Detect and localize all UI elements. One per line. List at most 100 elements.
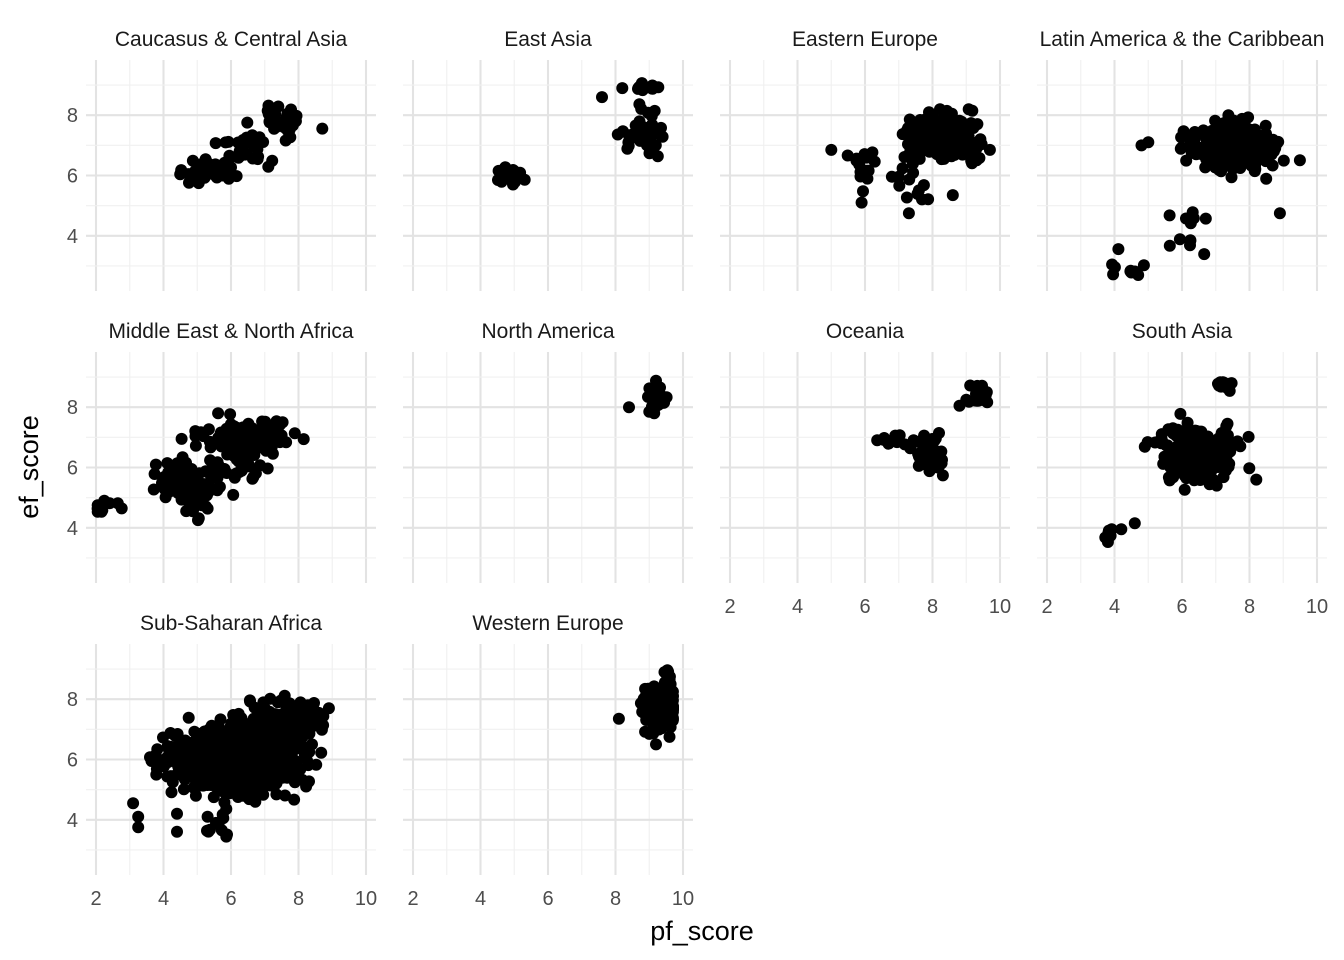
data-point [841, 149, 854, 162]
data-point [1248, 165, 1261, 178]
facet-points [127, 689, 335, 843]
data-point [132, 810, 145, 823]
data-point [214, 777, 227, 790]
data-point [1215, 132, 1228, 145]
data-point [612, 712, 625, 725]
data-point [171, 825, 183, 838]
data-point [1262, 145, 1275, 158]
data-point [308, 717, 321, 730]
data-point [637, 82, 649, 95]
data-point [1293, 154, 1306, 167]
data-point [1178, 483, 1191, 496]
data-point [247, 728, 260, 741]
data-point [871, 434, 884, 447]
data-point [983, 143, 996, 156]
data-point [596, 91, 608, 104]
facet-panel: Middle East & North Africa 4 6 8 [67, 320, 376, 583]
data-point [171, 478, 184, 491]
data-point [262, 737, 275, 750]
data-point [127, 797, 140, 810]
data-point [216, 168, 229, 180]
data-point [262, 99, 275, 112]
data-point [1248, 123, 1261, 136]
data-point [282, 707, 294, 720]
data-point [616, 82, 629, 95]
data-point [147, 483, 160, 496]
data-point [1206, 463, 1218, 476]
facet-points [91, 407, 310, 527]
y-axis-title: ef_score [14, 415, 44, 519]
data-point [230, 446, 243, 459]
data-point [1223, 457, 1236, 470]
data-point [254, 744, 267, 757]
data-point [1184, 235, 1197, 248]
data-point [860, 151, 873, 164]
data-point [1242, 430, 1255, 443]
data-point [290, 755, 303, 768]
facet-points [492, 77, 669, 191]
data-point [902, 207, 915, 220]
x-tick-label: 8 [610, 888, 621, 910]
data-point [1175, 131, 1188, 144]
data-point [212, 818, 225, 831]
facet-panel: East Asia [403, 28, 693, 291]
x-tick-label: 10 [989, 596, 1011, 618]
data-point [643, 727, 656, 740]
data-point [293, 700, 306, 713]
x-axis-title: pf_score [650, 916, 754, 946]
facet-panel: South Asia 2 4 6 8 10 [1037, 320, 1328, 618]
data-point [202, 825, 215, 838]
x-tick-label: 10 [355, 888, 377, 910]
data-point [192, 514, 204, 527]
data-point [275, 429, 288, 442]
data-point [1174, 407, 1187, 420]
data-point [212, 407, 225, 420]
data-point [662, 665, 675, 678]
data-point [980, 386, 993, 399]
data-point [946, 189, 959, 202]
facet-points [623, 374, 673, 420]
facet-panel: North America [403, 320, 693, 583]
data-point [203, 739, 216, 752]
data-point [1166, 422, 1179, 435]
data-point [186, 154, 199, 167]
data-point [227, 768, 240, 780]
data-point [91, 499, 104, 512]
data-point [213, 725, 226, 738]
facet-title: Eastern Europe [792, 28, 938, 51]
data-point [962, 103, 975, 116]
data-point [956, 148, 969, 161]
data-point [227, 709, 240, 721]
data-point [201, 753, 214, 766]
data-point [227, 434, 240, 447]
data-point [1214, 438, 1227, 451]
data-point [945, 107, 958, 120]
data-point [1137, 259, 1150, 272]
data-point [1221, 429, 1234, 442]
data-point [158, 483, 171, 496]
data-point [179, 749, 192, 762]
data-point [232, 136, 245, 149]
data-point [1128, 265, 1141, 278]
data-point [270, 788, 283, 801]
data-point [1260, 172, 1273, 185]
data-point [186, 484, 198, 497]
data-point [647, 80, 660, 93]
data-point [1180, 154, 1193, 167]
y-tick-label: 6 [67, 458, 78, 480]
data-point [164, 470, 177, 483]
data-point [663, 694, 676, 707]
data-point [244, 717, 257, 730]
data-point [855, 196, 868, 209]
data-point [643, 405, 656, 418]
data-point [232, 455, 245, 468]
data-point [896, 128, 909, 141]
facet-title: South Asia [1132, 320, 1233, 343]
data-point [149, 749, 162, 761]
data-point [933, 427, 945, 439]
data-point [179, 460, 192, 473]
data-point [200, 487, 213, 500]
data-point [918, 429, 931, 442]
data-point [964, 379, 977, 392]
